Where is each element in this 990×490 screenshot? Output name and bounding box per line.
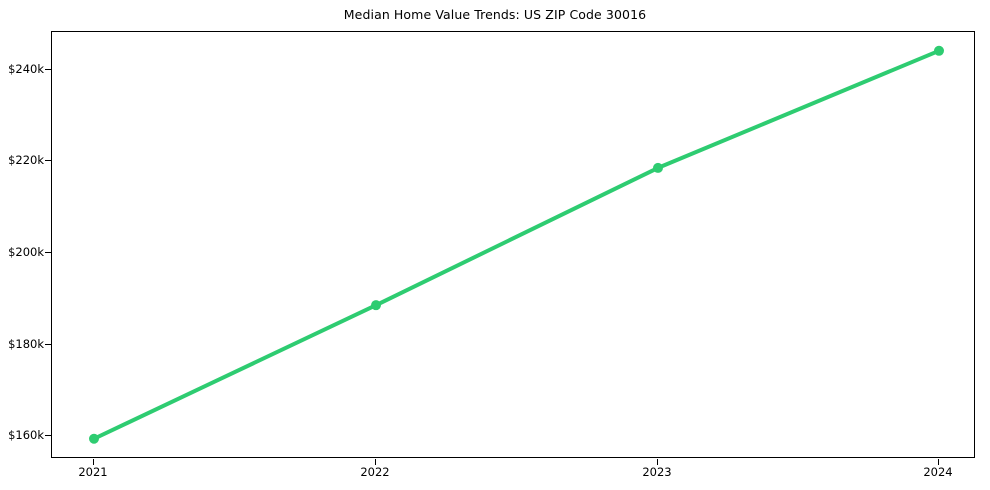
x-axis-tick-label: 2023 xyxy=(642,465,672,479)
y-axis-tick-labels: $240k $220k $200k $180k $160k xyxy=(0,0,44,490)
y-axis-tick-mark xyxy=(44,69,51,70)
data-point-marker xyxy=(89,433,99,444)
y-axis-tick-label: $160k xyxy=(8,428,44,442)
x-axis-tick-mark xyxy=(657,458,658,465)
data-point-marker xyxy=(653,162,663,173)
x-axis-tick-label: 2022 xyxy=(360,465,390,479)
y-axis-tick-label: $240k xyxy=(8,62,44,76)
plot-area xyxy=(51,31,975,458)
y-axis-tick-mark xyxy=(44,435,51,436)
y-axis-tick-mark xyxy=(44,252,51,253)
x-axis-tick-label: 2024 xyxy=(923,465,953,479)
data-point-marker xyxy=(934,45,944,56)
x-axis-tick-mark xyxy=(375,458,376,465)
y-axis-tick-label: $200k xyxy=(8,245,44,259)
x-axis-tick-label: 2021 xyxy=(78,465,108,479)
data-point-markers xyxy=(89,45,944,444)
y-axis-tick-label: $180k xyxy=(8,337,44,351)
data-series-line xyxy=(92,48,941,441)
x-axis-tick-mark xyxy=(93,458,94,465)
y-axis-tick-mark xyxy=(44,344,51,345)
data-point-marker xyxy=(371,300,381,311)
y-axis-tick-label: $220k xyxy=(8,153,44,167)
y-axis-tick-mark xyxy=(44,160,51,161)
data-line-chart xyxy=(89,45,944,444)
chart-title: Median Home Value Trends: US ZIP Code 30… xyxy=(343,7,647,22)
x-axis-tick-mark xyxy=(938,458,939,465)
